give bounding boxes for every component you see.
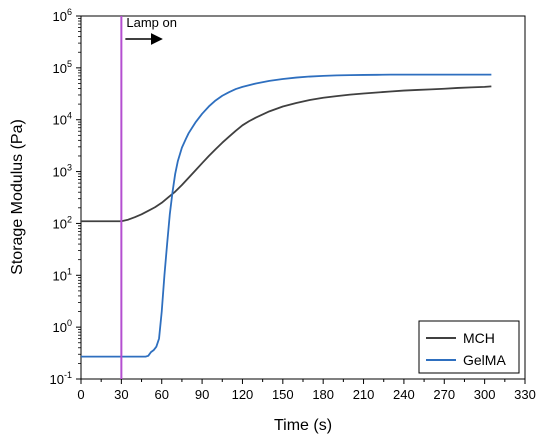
x-tick-label: 270 (433, 387, 455, 402)
y-tick-label: 106 (53, 7, 72, 24)
x-tick-label: 180 (312, 387, 334, 402)
series-layer (81, 73, 492, 358)
y-tick-label: 101 (53, 266, 72, 283)
y-axis: 10-1 100 101 102 103 104 105 106 (50, 7, 81, 387)
x-tick-label: 120 (232, 387, 254, 402)
y-tick-label: 102 (53, 214, 72, 231)
x-axis: 0 30 60 90 120 150 180 210 240 270 300 330 (77, 379, 536, 402)
x-axis-title: Time (s) (274, 417, 332, 434)
y-tick-label: 100 (53, 318, 72, 335)
x-tick-label: 300 (474, 387, 496, 402)
x-tick-label: 240 (393, 387, 415, 402)
y-tick-label: 104 (53, 111, 72, 128)
legend-label-gelma: GelMA (463, 352, 506, 368)
y-tick-label: 105 (53, 59, 72, 76)
legend-box (418, 320, 520, 374)
legend: MCH GelMA (418, 320, 520, 374)
series-line-gelma (81, 73, 492, 358)
series-line-mch (81, 85, 492, 223)
x-tick-label: 60 (154, 387, 168, 402)
legend-label-mch: MCH (463, 330, 495, 346)
x-tick-label: 0 (77, 387, 84, 402)
lamp-on-label: Lamp on (126, 15, 177, 30)
x-tick-label: 90 (195, 387, 209, 402)
y-tick-label: 103 (53, 163, 72, 180)
x-tick-label: 30 (114, 387, 128, 402)
y-tick-label: 10-1 (50, 370, 72, 387)
x-tick-label: 330 (514, 387, 536, 402)
x-tick-label: 210 (353, 387, 375, 402)
y-axis-title: Storage Modulus (Pa) (9, 119, 26, 275)
x-tick-label: 150 (272, 387, 294, 402)
